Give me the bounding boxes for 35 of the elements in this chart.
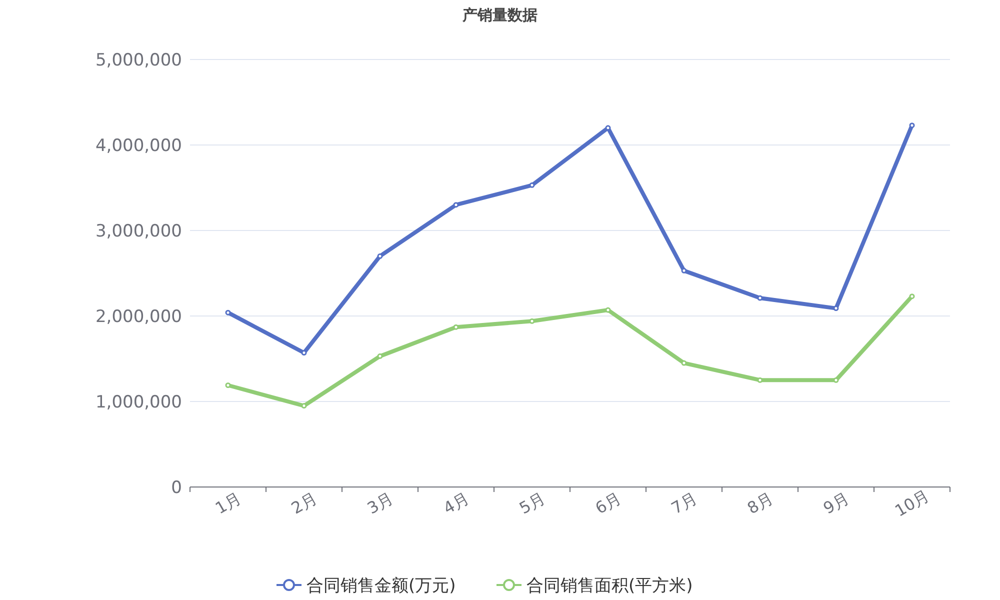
x-tick-label: 1月	[212, 488, 244, 518]
point	[377, 253, 383, 259]
point	[605, 307, 611, 313]
point	[377, 353, 383, 359]
point	[909, 122, 915, 128]
legend-label: 合同销售面积(平方米)	[526, 576, 693, 596]
x-tick-label: 7月	[668, 488, 700, 518]
point	[681, 268, 687, 274]
y-tick-label: 3,000,000	[95, 221, 182, 242]
point	[529, 182, 535, 188]
x-tick-label: 8月	[744, 488, 776, 518]
point	[833, 306, 839, 312]
point	[757, 295, 763, 301]
point	[301, 403, 307, 409]
x-tick-label: 2月	[288, 488, 320, 518]
point	[681, 360, 687, 366]
point	[301, 350, 307, 356]
y-tick-label: 0	[171, 478, 182, 498]
point	[225, 310, 231, 316]
y-tick-label: 1,000,000	[95, 392, 182, 412]
point	[453, 202, 459, 208]
x-tick-label: 6月	[592, 488, 624, 518]
legend-label: 合同销售金额(万元)	[306, 576, 456, 596]
chart-title: 产销量数据	[462, 6, 538, 24]
point	[529, 318, 535, 324]
point	[225, 382, 231, 388]
y-tick-label: 4,000,000	[95, 136, 182, 156]
point	[909, 294, 915, 300]
y-tick-label: 5,000,000	[95, 50, 182, 70]
x-tick-label: 3月	[364, 488, 396, 518]
x-tick-label: 4月	[440, 488, 472, 518]
x-tick-label: 5月	[516, 488, 548, 518]
y-tick-label: 2,000,000	[95, 306, 182, 327]
x-tick-label: 9月	[820, 488, 852, 518]
x-tick-label: 10月	[892, 486, 933, 520]
